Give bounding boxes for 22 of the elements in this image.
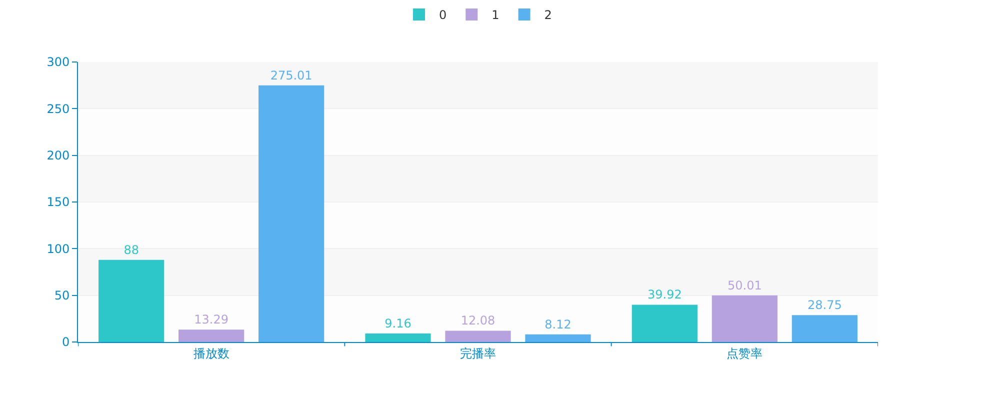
y-tick-label: 250: [46, 102, 70, 116]
data-label: 39.92: [647, 288, 682, 302]
legend-label: 2: [544, 8, 552, 22]
data-label: 28.75: [807, 298, 842, 312]
x-tick-label: 完播率: [460, 346, 496, 360]
x-tick-label: 播放数: [193, 346, 230, 360]
y-tick-label: 150: [46, 195, 70, 210]
data-label: 8.12: [544, 317, 572, 332]
data-label: 50.01: [727, 278, 762, 292]
legend-label: 1: [492, 8, 500, 22]
y-tick-label: 200: [46, 148, 70, 163]
x-tick-label: 点赞率: [726, 346, 763, 360]
data-label: 13.29: [194, 312, 229, 327]
y-tick-label: 100: [46, 242, 70, 256]
data-label: 275.01: [270, 68, 312, 82]
y-tick-label: 300: [46, 55, 70, 70]
y-tick-label: 50: [54, 288, 70, 303]
y-tick-label: 0: [62, 335, 70, 350]
data-label: 9.16: [384, 316, 412, 330]
legend-label: 0: [439, 8, 447, 22]
data-label: 88: [124, 242, 139, 257]
data-label: 12.08: [460, 314, 496, 328]
